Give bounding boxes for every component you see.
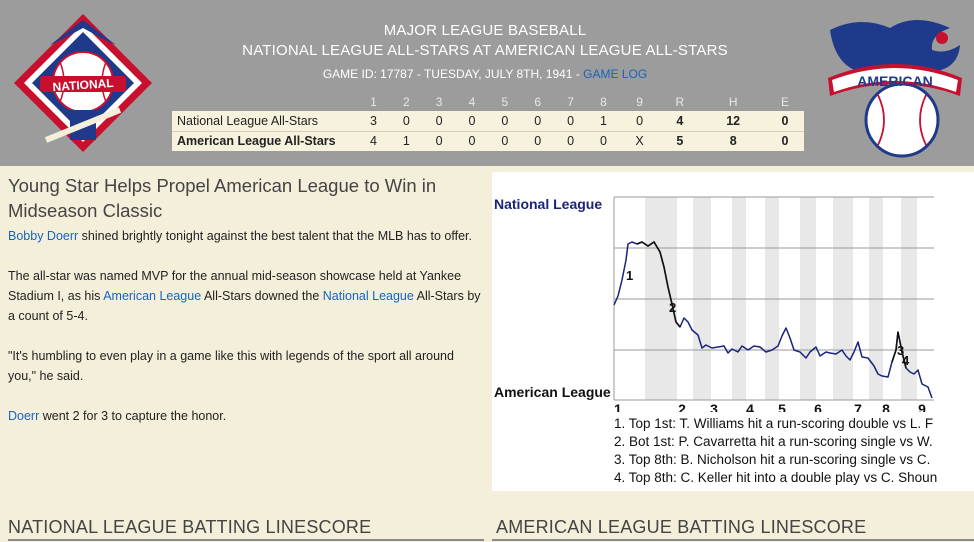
inning-tick-label: 2 [678, 401, 686, 412]
inning-tick-label: 3 [710, 401, 718, 412]
matchup-title: NATIONAL LEAGUE ALL-STARS AT AMERICAN LE… [242, 42, 728, 59]
inning-header: 1 [370, 95, 377, 109]
article-paragraph: The all-star was named MVP for the annua… [8, 266, 484, 326]
win-probability-panel: National League American League 1 2 3 4 … [492, 172, 974, 491]
article-quote: "It's humbling to even play in a game li… [8, 349, 454, 383]
al-logo-text: AMERICAN [857, 73, 932, 89]
section-divider [8, 539, 484, 541]
player-link-doerr[interactable]: Doerr [8, 409, 40, 423]
inning-tick-label: 1 [614, 401, 622, 412]
article-paragraph: Doerr went 2 for 3 to capture the honor. [8, 406, 484, 426]
al-batting-linescore-title: AMERICAN LEAGUE BATTING LINESCORE [496, 517, 867, 537]
american-league-logo: AMERICAN [828, 20, 962, 158]
inning-header: 8 [600, 95, 607, 109]
inning-score: 0 [455, 111, 489, 132]
inning-score: 0 [488, 111, 522, 132]
key-play-marker: 2 [669, 300, 676, 315]
key-play-note: 4. Top 8th: C. Keller hit into a double … [614, 470, 938, 485]
inning-score: 0 [554, 111, 588, 132]
inning-score: 0 [554, 131, 588, 151]
league-title: MAJOR LEAGUE BASEBALL [383, 22, 587, 39]
inning-header: 5 [501, 95, 509, 109]
errors-header: E [781, 95, 790, 109]
player-link-bobby-doerr[interactable]: Bobby Doerr [8, 229, 79, 243]
linescore-table: 1 2 3 4 5 6 7 8 9 R H E National League … [172, 93, 804, 151]
article-text: All-Stars by a count of 5-4. [8, 289, 481, 323]
bottom-team-label: American League [494, 384, 611, 400]
inning-score: 0 [521, 111, 555, 132]
article-text: went 2 for 3 to capture the honor. [39, 409, 227, 423]
inning-score: 0 [619, 111, 660, 132]
key-play-marker: 3 [897, 343, 904, 358]
inning-score: 0 [422, 131, 456, 151]
key-play-marker: 1 [626, 268, 633, 283]
game-log-link[interactable]: GAME LOG [583, 67, 648, 81]
game-recap-article: Young Star Helps Propel American League … [8, 173, 484, 446]
team-link-national-league[interactable]: National League [322, 289, 414, 303]
team-name: American League All-Stars [172, 131, 357, 151]
inning-header: 4 [468, 95, 476, 109]
key-play-note: 3. Top 8th: B. Nicholson hit a run-scori… [614, 452, 931, 467]
inning-tick-label: 8 [882, 401, 890, 412]
game-info-text: GAME ID: 17787 - TUESDAY, JULY 8TH, 1941… [322, 67, 584, 81]
inning-score: 3 [357, 111, 390, 132]
nl-batting-linescore-title: NATIONAL LEAGUE BATTING LINESCORE [8, 517, 372, 537]
inning-score: 1 [389, 131, 423, 151]
inning-score: 4 [357, 131, 390, 151]
runs-total: 4 [659, 111, 701, 132]
key-play-segment [891, 331, 907, 369]
game-info: GAME ID: 17787 - TUESDAY, JULY 8TH, 1941… [175, 67, 795, 81]
nl-logo-text: NATIONAL [52, 76, 114, 94]
inning-header: 9 [636, 95, 643, 109]
inning-score: 0 [389, 111, 423, 132]
inning-header: 3 [435, 95, 443, 109]
linescore-team-header [172, 93, 357, 111]
linescore-row-home: American League All-Stars 4 1 0 0 0 0 0 … [172, 131, 804, 151]
key-play-marker: 4 [902, 353, 910, 368]
inning-tick-label: 7 [854, 401, 862, 412]
hits-total: 8 [700, 131, 767, 151]
article-paragraph: Bobby Doerr shined brightly tonight agai… [8, 226, 484, 246]
inning-score: 0 [455, 131, 489, 151]
key-plays-list: 1. Top 1st: T. Williams hit a run-scorin… [614, 415, 974, 487]
inning-header: 7 [567, 95, 574, 109]
key-play-note: 2. Bot 1st: P. Cavarretta hit a run-scor… [614, 434, 933, 449]
article-text: The all-star was named MVP for the annua… [8, 269, 462, 303]
article-text: shined brightly tonight against the best… [78, 229, 472, 243]
inning-header: 6 [534, 95, 542, 109]
game-header: NATIONAL MAJOR LEAGUE BASEBALL NATIONAL … [0, 0, 974, 166]
inning-score: 0 [422, 111, 456, 132]
inning-tick-label: 9 [918, 401, 926, 412]
inning-score: 0 [521, 131, 555, 151]
inning-score: 0 [587, 131, 620, 151]
team-link-american-league[interactable]: American League [103, 289, 202, 303]
key-play-note: 1. Top 1st: T. Williams hit a run-scorin… [614, 416, 934, 431]
linescore-row-away: National League All-Stars 3 0 0 0 0 0 0 … [172, 111, 804, 132]
linescore-header-row: 1 2 3 4 5 6 7 8 9 R H E [172, 93, 804, 111]
inning-tick-label: 5 [778, 401, 786, 412]
key-play-segment [636, 240, 681, 328]
inning-tick-label: 4 [746, 401, 754, 412]
section-divider [492, 539, 974, 541]
article-title: Young Star Helps Propel American League … [8, 175, 437, 221]
hits-total: 12 [700, 111, 767, 132]
errors-total: 0 [766, 131, 804, 151]
hits-header: H [728, 95, 738, 109]
inning-score: X [619, 131, 660, 151]
inning-header: 2 [402, 95, 410, 109]
win-probability-chart: National League American League 1 2 3 4 … [494, 196, 934, 412]
runs-header: R [675, 95, 685, 109]
inning-score: 1 [587, 111, 620, 132]
team-name: National League All-Stars [172, 111, 357, 132]
top-team-label: National League [494, 196, 602, 212]
inning-tick-label: 6 [814, 401, 822, 412]
runs-total: 5 [659, 131, 701, 151]
article-text: All-Stars downed the [201, 289, 323, 303]
inning-score: 0 [488, 131, 522, 151]
national-league-logo: NATIONAL [14, 14, 152, 152]
errors-total: 0 [766, 111, 804, 132]
